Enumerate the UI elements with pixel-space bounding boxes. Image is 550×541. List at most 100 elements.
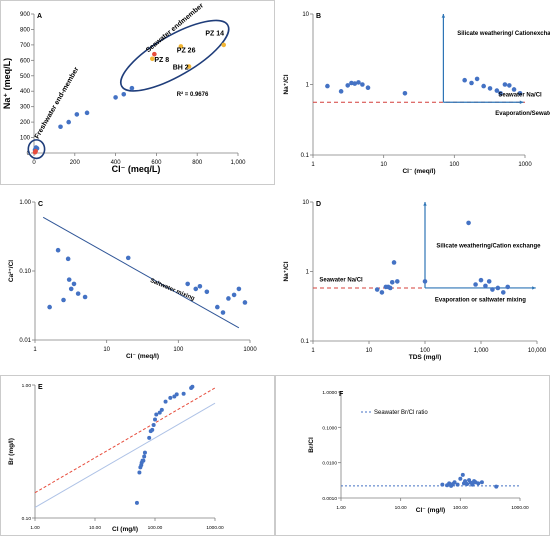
chart-f-y-axis-label: Br/Cl bbox=[308, 437, 315, 453]
chart-a-y-tick-label: 600 bbox=[20, 58, 31, 64]
chart-b-point bbox=[462, 77, 467, 83]
chart-b-point bbox=[345, 83, 351, 88]
chart-f-point bbox=[494, 484, 499, 489]
chart-c-point bbox=[197, 284, 203, 289]
chart-b-point bbox=[338, 89, 344, 94]
chart-b-point bbox=[502, 82, 508, 87]
chart-c-y-axis-label: Ca²⁺/Cl bbox=[8, 260, 15, 282]
chart-d-point bbox=[505, 284, 511, 290]
chart-c-point bbox=[82, 294, 88, 300]
chart-b-point bbox=[360, 82, 365, 87]
chart-a-point bbox=[129, 85, 135, 91]
chart-f-point bbox=[458, 476, 463, 481]
chart-a-y-axis-label: Na⁺ (meq/L) bbox=[2, 58, 12, 109]
chart-d-point bbox=[389, 279, 395, 285]
chart-d-arrow-head bbox=[532, 286, 536, 290]
chart-b-point bbox=[356, 80, 361, 85]
chart-d-arrow-head bbox=[423, 202, 427, 206]
chart-f-point bbox=[452, 480, 457, 485]
chart-d-point bbox=[483, 283, 488, 289]
chart-f-y-tick-label: 0.1000 bbox=[322, 425, 337, 431]
chart-b-x-tick-label: 1000 bbox=[518, 162, 532, 168]
chart-a-y-tick-label: 800 bbox=[20, 27, 31, 33]
chart-e-point bbox=[157, 410, 162, 415]
chart-f-x-axis-label: Cl⁻ (mg/l) bbox=[416, 507, 445, 514]
chart-c-point bbox=[71, 281, 77, 287]
chart-d-panel-letter: D bbox=[316, 201, 321, 208]
chart-f-x-tick-label: 10.00 bbox=[395, 505, 407, 511]
chart-e-point bbox=[163, 399, 168, 404]
chart-c-x-axis-label: Cl⁻ (meq/l) bbox=[126, 353, 159, 360]
chart-d-point bbox=[466, 220, 471, 226]
chart-a-point bbox=[66, 119, 71, 125]
chart-c-point bbox=[220, 310, 226, 315]
chart-c-point bbox=[236, 286, 242, 292]
chart-e-frame bbox=[0, 375, 275, 536]
panel-c: 1 10 100 1000 0.01 0.10 1.00 Cl⁻ (meq/l) Ca²⁺/Cl… bbox=[0, 190, 275, 370]
chart-b-annotation: Seawater Na/Cl bbox=[498, 92, 542, 98]
chart-e-point bbox=[137, 470, 142, 475]
chart-e-x-axis-label: Cl (mg/l) bbox=[112, 526, 138, 533]
chart-c-point bbox=[242, 300, 248, 305]
chart-f-point bbox=[465, 481, 470, 486]
chart-a-point bbox=[221, 42, 227, 48]
chart-b-point bbox=[498, 91, 503, 96]
chart-e-point bbox=[174, 392, 179, 397]
chart-f-y-tick-label: 1.0000 bbox=[322, 390, 337, 396]
panel-d: 1 10 100 1,000 10,000 0.1 1 10 TDS (mg/l) Na⁺/Cl D… bbox=[275, 190, 550, 370]
chart-c-point bbox=[185, 281, 190, 287]
chart-a-point bbox=[84, 110, 90, 116]
chart-f-point bbox=[440, 482, 445, 487]
chart-e-point bbox=[153, 417, 157, 422]
chart-a-annotation: PZ 14 bbox=[205, 31, 224, 38]
chart-c-x-tick-label: 1 bbox=[33, 347, 37, 353]
chart-e-x-tick-label: 100.00 bbox=[148, 525, 163, 531]
chart-d-point bbox=[478, 277, 484, 283]
chart-b-x-axis-label: Cl⁻ (meq/l) bbox=[402, 168, 435, 175]
chart-a-y-tick-label: 900 bbox=[20, 12, 31, 18]
chart-e-point bbox=[142, 450, 147, 455]
chart-d-x-tick-label: 10,000 bbox=[528, 348, 547, 354]
chart-a-x-tick-label: 600 bbox=[151, 160, 162, 166]
chart-a-point bbox=[33, 148, 38, 154]
panel-b: 1 10 100 1000 0.1 1 10 Cl⁻ (meq/l) Na⁺/Cl B Silica… bbox=[275, 0, 550, 185]
chart-e-point bbox=[154, 412, 159, 417]
chart-c-y-tick-label: 0.01 bbox=[19, 338, 31, 344]
chart-f-point bbox=[470, 482, 475, 487]
chart-a-point bbox=[186, 64, 192, 69]
chart-c: 1 10 100 1000 0.01 0.10 1.00 Cl⁻ (meq/l) Ca²⁺/Cl… bbox=[8, 200, 257, 360]
chart-f-point bbox=[479, 480, 484, 485]
chart-d-x-axis-label: TDS (mg/l) bbox=[409, 354, 442, 361]
chart-c-point bbox=[68, 286, 74, 292]
chart-b-arrow-head bbox=[519, 100, 524, 104]
chart-c-annotation: Saltwater mixing bbox=[149, 278, 196, 302]
chart-d-x-tick-label: 1 bbox=[311, 348, 315, 354]
chart-c-point bbox=[55, 247, 61, 253]
chart-c-point bbox=[61, 297, 66, 303]
chart-e-trend-line bbox=[34, 402, 216, 508]
chart-a-point bbox=[121, 92, 127, 97]
chart-b-point bbox=[507, 83, 512, 88]
chart-c-x-tick-label: 100 bbox=[173, 347, 184, 353]
chart-a-x-tick-label: 1,000 bbox=[230, 160, 246, 166]
chart-b-y-axis-label: Na⁺/Cl bbox=[283, 74, 290, 94]
chart-c-point bbox=[65, 256, 71, 262]
chart-e-point bbox=[151, 423, 156, 428]
chart-a-annotation: R² = 0.9676 bbox=[177, 91, 209, 98]
chart-f-point bbox=[476, 481, 481, 486]
chart-b-x-tick-label: 10 bbox=[380, 162, 387, 168]
chart-b-point bbox=[402, 91, 408, 96]
chart-b-x-tick-label: 1 bbox=[311, 162, 315, 168]
chart-c-point bbox=[215, 304, 220, 310]
chart-a: 0 200 400 600 800 1,0000100200300400500600700… bbox=[0, 0, 275, 185]
chart-a-ellipse bbox=[120, 19, 230, 92]
chart-b-point bbox=[352, 81, 358, 86]
chart-e-point bbox=[141, 458, 146, 463]
chart-a-y-tick-label: 400 bbox=[20, 89, 31, 95]
chart-f-x-tick-label: 1.00 bbox=[336, 505, 346, 511]
chart-a-panel-letter: A bbox=[37, 13, 42, 20]
chart-c-x-tick-label: 1000 bbox=[243, 347, 257, 353]
chart-c-point bbox=[75, 291, 81, 296]
chart-f-point bbox=[463, 479, 468, 484]
